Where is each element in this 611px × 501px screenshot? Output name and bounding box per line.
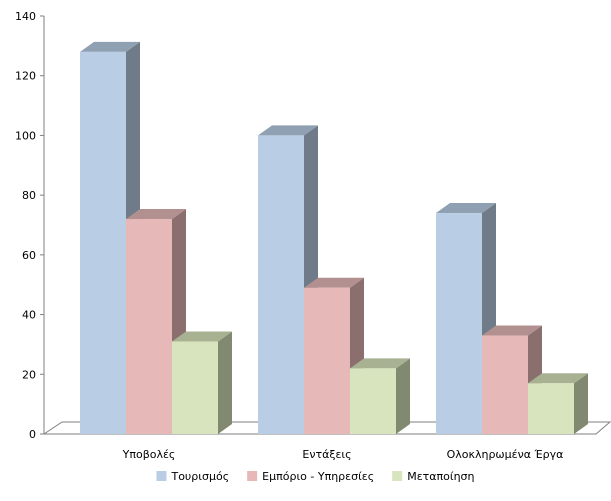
bar-front (304, 287, 350, 434)
x-tick-label: Ολοκληρωμένα Έργα (447, 448, 564, 461)
bar-top (258, 125, 318, 136)
bar-top (436, 203, 496, 214)
bar-front (172, 341, 218, 434)
bar-front (126, 219, 172, 434)
legend: Τουρισμός Εμπόριο - Υπηρεσίες Μεταποίηση (156, 470, 475, 483)
y-tick-label: 100 (15, 129, 36, 142)
x-tick-label: Εντάξεις (302, 448, 351, 461)
bar-top (172, 331, 232, 342)
x-tick-label: Υποβολές (122, 448, 176, 461)
bar-top (126, 209, 186, 220)
bar-front (258, 135, 304, 434)
y-tick-label: 60 (22, 249, 36, 262)
bar-side (396, 358, 410, 434)
bar-side (218, 331, 232, 434)
bar-top (482, 325, 542, 336)
bar (350, 358, 410, 434)
bar-top (304, 277, 364, 288)
legend-swatch (247, 471, 258, 481)
bar-front (436, 213, 482, 434)
category-labels: Υποβολές Εντάξεις Ολοκληρωμένα Έργα (122, 448, 564, 461)
legend-label: Τουρισμός (170, 470, 229, 483)
bar-side (574, 373, 588, 434)
bar-front (80, 51, 126, 434)
legend-label: Εμπόριο - Υπηρεσίες (262, 470, 374, 483)
bar (172, 331, 232, 434)
bar (528, 373, 588, 434)
y-tick-label: 140 (15, 10, 36, 23)
y-tick-label: 120 (15, 70, 36, 83)
y-tick-label: 40 (22, 309, 36, 322)
bars (80, 41, 588, 434)
bar-top (528, 373, 588, 384)
bar (258, 125, 318, 434)
legend-swatch (156, 471, 167, 481)
y-tick-label: 80 (22, 189, 36, 202)
bar-top (80, 41, 140, 52)
legend-label: Μεταποίηση (407, 470, 474, 483)
bar-front (350, 368, 396, 434)
bar-top (350, 358, 410, 369)
y-axis: 0 20 40 60 80 100 120 140 (15, 10, 45, 441)
y-tick-label: 20 (22, 368, 36, 381)
bar-front (482, 335, 528, 434)
bar-front (528, 383, 574, 434)
legend-swatch (392, 471, 403, 481)
y-tick-label: 0 (29, 428, 36, 441)
